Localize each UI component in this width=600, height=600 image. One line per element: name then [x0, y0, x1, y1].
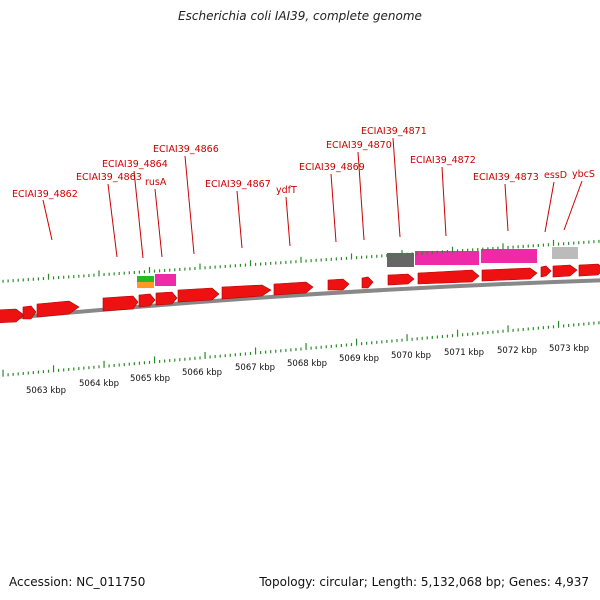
label-leader-line: [357, 151, 365, 241]
gene-arrow: [155, 291, 178, 306]
gene-labels: ECIAI39_4862 ECIAI39_4863 ECIAI39_4864 rusA…: [12, 126, 595, 200]
gene-arrow: [481, 267, 538, 282]
feature-track-upper: [137, 247, 578, 288]
gene-arrow: [177, 287, 220, 303]
label-leader-line: [42, 199, 53, 241]
scale-label: 5071 kbp: [444, 348, 484, 358]
gene-label: ECIAI39_4872: [410, 155, 476, 166]
scale-label: 5069 kbp: [339, 354, 379, 364]
genome-backbone: [0, 278, 600, 322]
scale-label: 5067 kbp: [235, 363, 275, 373]
scale-label: 5065 kbp: [130, 374, 170, 384]
map-title: Escherichia coli IAI39, complete genome: [178, 9, 422, 23]
gene-label: ECIAI39_4869: [299, 162, 365, 173]
scale-labels: 5063 kbp 5064 kbp 5065 kbp 5066 kbp 5067 kbp…: [26, 344, 589, 396]
label-leader-lines: [42, 137, 583, 259]
outer-ticks: [2, 239, 600, 283]
accession-text: Accession: NC_011750: [9, 575, 146, 589]
feature-block-light: [552, 247, 578, 259]
genome-summary-text: Topology: circular; Length: 5,132,068 bp…: [259, 575, 589, 589]
label-leader-line: [154, 188, 163, 258]
gene-arrow: [417, 269, 480, 285]
feature-block-pink: [155, 274, 176, 286]
label-leader-line: [392, 137, 401, 238]
feature-block-dark: [387, 253, 414, 267]
label-leader-line: [441, 166, 447, 237]
gene-label: ECIAI39_4862: [12, 189, 78, 200]
scale-label: 5068 kbp: [287, 359, 327, 369]
gene-label: ECIAI39_4866: [153, 144, 219, 155]
scale-label: 5066 kbp: [182, 368, 222, 378]
label-leader-line: [285, 196, 291, 247]
gene-label: ECIAI39_4867: [205, 179, 271, 190]
scale-label: 5070 kbp: [391, 351, 431, 361]
gene-arrow: [22, 305, 37, 320]
gene-arrow: [0, 308, 25, 324]
label-leader-line: [184, 155, 195, 255]
gene-arrow: [273, 281, 314, 296]
inner-ticks: [2, 320, 600, 377]
scale-label: 5063 kbp: [26, 386, 66, 396]
scale-label: 5072 kbp: [497, 346, 537, 356]
label-leader-line: [504, 183, 509, 232]
gene-label: ECIAI39_4871: [361, 126, 427, 137]
gene-arrow: [36, 300, 80, 318]
gene-arrow: [102, 295, 139, 312]
gene-label: ECIAI39_4864: [102, 159, 168, 170]
gene-label: ydfT: [276, 185, 297, 196]
gene-arrow: [387, 273, 415, 286]
gene-label: ECIAI39_4863: [76, 172, 142, 183]
gene-label: ybcS: [572, 169, 595, 180]
feature-block-orange: [137, 282, 154, 288]
gene-arrow: [221, 284, 272, 300]
gene-arrow: [540, 265, 552, 278]
gene-label: rusA: [145, 177, 167, 188]
scale-label: 5073 kbp: [549, 344, 589, 354]
gene-label: ECIAI39_4873: [473, 172, 539, 183]
label-leader-line: [330, 173, 337, 243]
label-leader-line: [107, 183, 118, 258]
gene-label: essD: [544, 170, 567, 181]
gene-track-forward: [0, 263, 600, 324]
scale-label: 5064 kbp: [79, 379, 119, 389]
gene-label: ECIAI39_4870: [326, 140, 392, 151]
feature-block-pink: [481, 249, 537, 263]
gene-arrow: [552, 264, 578, 278]
gene-arrow: [361, 276, 374, 289]
label-leader-line: [563, 180, 583, 231]
label-leader-line: [544, 181, 555, 233]
gene-arrow: [327, 278, 350, 291]
gene-arrow: [138, 293, 156, 308]
label-leader-line: [236, 190, 243, 249]
label-leader-line: [133, 170, 144, 259]
gene-arrow: [578, 263, 600, 277]
feature-block-green: [137, 276, 154, 282]
feature-block-pink: [415, 251, 479, 265]
